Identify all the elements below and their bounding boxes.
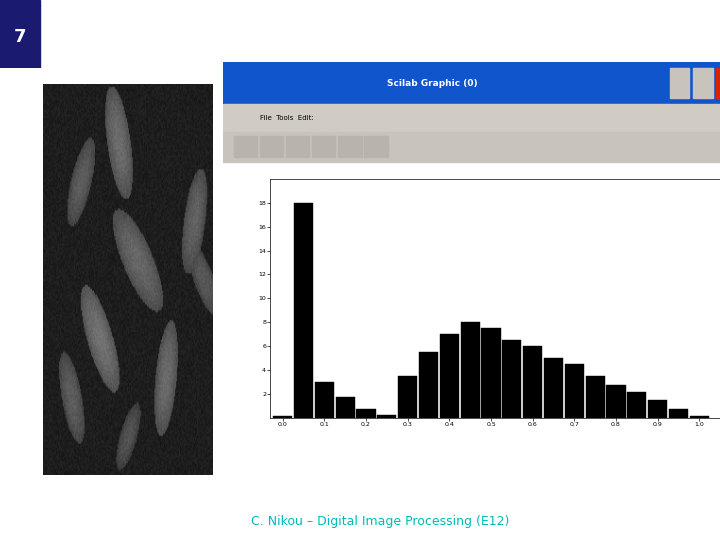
Bar bbox=[716, 69, 720, 98]
Bar bbox=[669, 409, 688, 418]
Bar bbox=[482, 328, 500, 418]
Bar bbox=[0, 0, 40, 68]
Bar bbox=[223, 105, 720, 132]
Bar bbox=[585, 376, 605, 418]
Bar bbox=[273, 416, 292, 418]
Bar bbox=[356, 409, 376, 418]
Bar bbox=[312, 136, 336, 158]
Text: File  Tools  Edit:: File Tools Edit: bbox=[260, 115, 313, 122]
Bar bbox=[223, 132, 720, 161]
Bar bbox=[606, 384, 626, 418]
Text: Histogram Examples (cont…): Histogram Examples (cont…) bbox=[124, 21, 668, 53]
Bar bbox=[693, 69, 713, 98]
Bar bbox=[294, 202, 313, 418]
Bar bbox=[503, 340, 521, 418]
Bar bbox=[338, 136, 361, 158]
Bar bbox=[523, 346, 542, 418]
Text: C. Nikou – Digital Image Processing (E12): C. Nikou – Digital Image Processing (E12… bbox=[251, 515, 509, 528]
Text: Images taken from Gonzalez & Woods, Digital Image Processing (2002): Images taken from Gonzalez & Woods, Digi… bbox=[17, 175, 23, 433]
Bar bbox=[336, 396, 355, 418]
Bar bbox=[627, 392, 647, 418]
Bar bbox=[233, 136, 257, 158]
Bar bbox=[440, 334, 459, 418]
Bar bbox=[648, 400, 667, 418]
Bar bbox=[260, 136, 283, 158]
Text: Scilab Graphic (0): Scilab Graphic (0) bbox=[387, 79, 477, 88]
Bar bbox=[564, 364, 584, 418]
Bar bbox=[670, 69, 689, 98]
Bar bbox=[364, 136, 387, 158]
Bar bbox=[377, 415, 397, 418]
Bar bbox=[544, 359, 563, 418]
Bar bbox=[461, 322, 480, 418]
Bar bbox=[419, 352, 438, 418]
Bar bbox=[315, 382, 334, 418]
Bar bbox=[398, 376, 418, 418]
Text: 7: 7 bbox=[14, 28, 26, 46]
Bar bbox=[286, 136, 310, 158]
Bar bbox=[690, 416, 709, 418]
Bar bbox=[223, 62, 720, 105]
